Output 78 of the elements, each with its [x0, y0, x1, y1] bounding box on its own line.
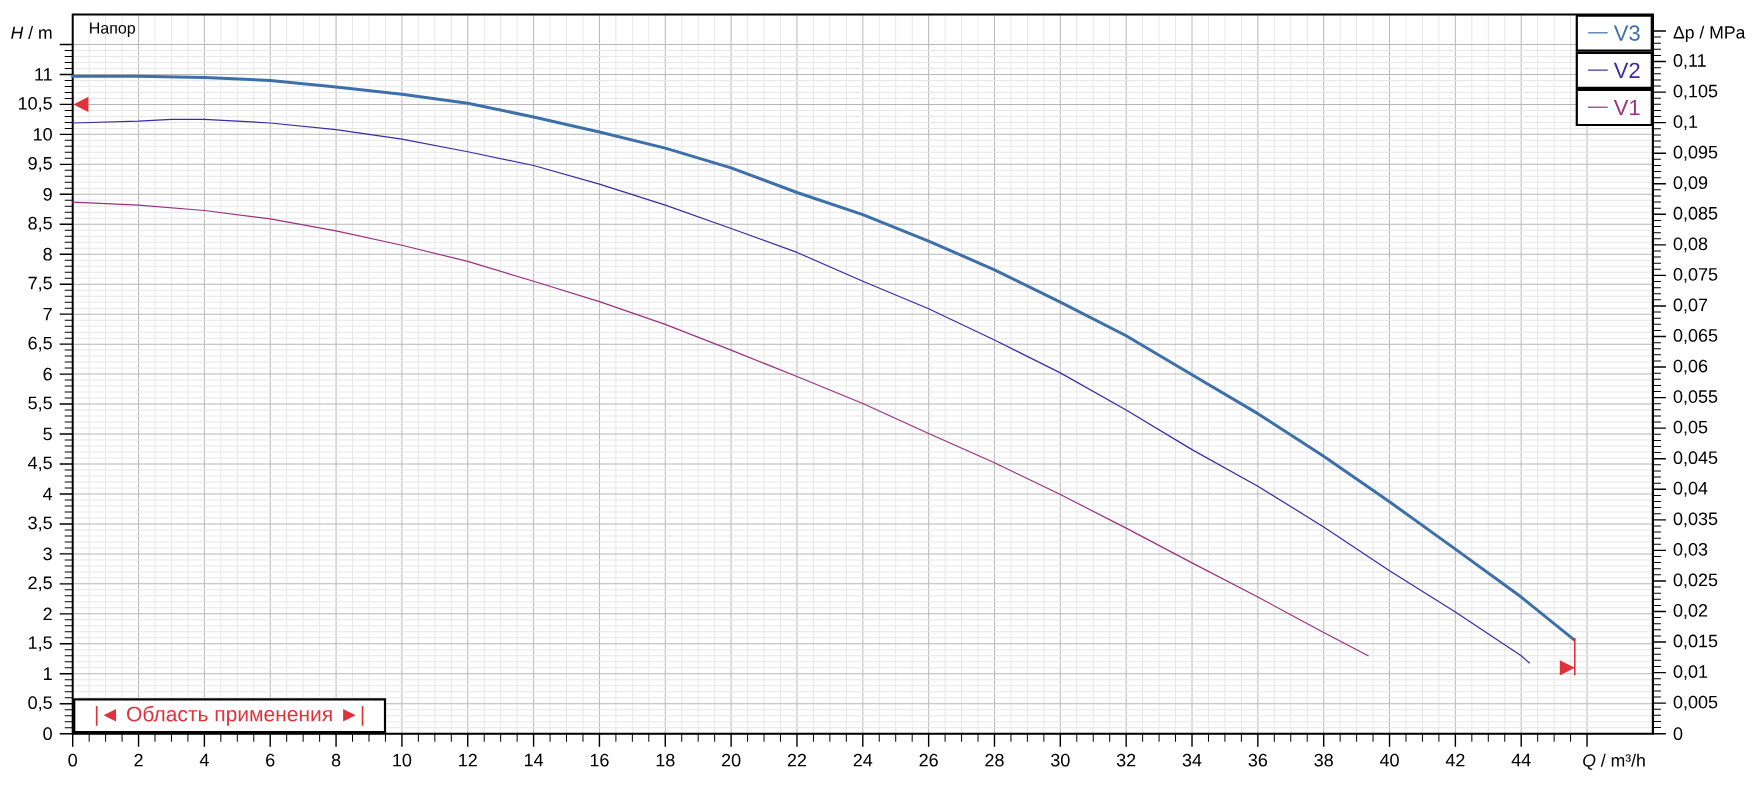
y2-axis-title: Δp / MPa [1673, 25, 1746, 43]
y2-tick-label: 0,045 [1673, 451, 1718, 467]
x-tick-label: 32 [1116, 753, 1136, 767]
y-tick-label: 5 [43, 427, 52, 441]
y-tick-label: 9,5 [28, 156, 52, 172]
x-tick-label: 24 [853, 753, 873, 767]
y2-tick-label: 0,11 [1673, 54, 1706, 69]
y-tick-label: 3 [43, 547, 52, 561]
y2-tick-label: 0,09 [1673, 176, 1708, 192]
x-tick-label: 4 [199, 753, 209, 767]
y2-tick-label: 0,015 [1673, 634, 1718, 650]
annotation: |◄ Область применения ►| [95, 705, 364, 726]
y-tick-label: 11 [35, 68, 52, 81]
y-tick-label: 2,5 [28, 576, 52, 592]
x-tick-label: 8 [331, 753, 341, 767]
y2-tick-label: 0,08 [1673, 237, 1708, 253]
y-tick-label: 8 [43, 247, 52, 261]
y-tick-label: 8,5 [28, 216, 52, 232]
x-tick-label: 20 [722, 753, 741, 767]
x-tick-label: 34 [1182, 753, 1202, 767]
legend-label: V3 [1613, 25, 1640, 41]
y-tick-label: 10,5 [18, 96, 52, 112]
y2-tick-label: 0,1 [1673, 115, 1698, 131]
y2-tick-label: 0,06 [1673, 359, 1708, 375]
y2-tick-label: 0,035 [1673, 512, 1718, 528]
x-tick-label: 40 [1379, 753, 1399, 767]
y2-tick-label: 0,105 [1673, 84, 1718, 100]
y2-tick-label: 0,07 [1673, 298, 1708, 314]
x-tick-label: 42 [1445, 753, 1465, 767]
x-tick-label: 28 [985, 753, 1004, 767]
x-tick-label: 18 [656, 753, 675, 767]
legend-label: V2 [1613, 62, 1640, 78]
y-tick-label: 6 [43, 367, 52, 381]
y-tick-label: 7 [43, 307, 52, 321]
x-tick-label: 16 [590, 753, 609, 767]
y-tick-label: 4 [43, 487, 53, 501]
y-tick-label: 4,5 [28, 456, 52, 472]
y2-tick-label: 0,01 [1673, 665, 1708, 681]
y2-tick-label: 0,04 [1673, 481, 1708, 497]
y-tick-label: 6,5 [28, 336, 52, 352]
chart-title: Напор [90, 22, 135, 37]
y2-tick-label: 0 [1673, 727, 1683, 741]
y-tick-label: 2 [43, 607, 52, 621]
y-tick-label: 0 [43, 727, 52, 741]
x-axis-title: Q / m³/h [1583, 753, 1645, 770]
x-tick-label: 44 [1511, 753, 1531, 767]
x-tick-label: 30 [1051, 753, 1070, 767]
legend-label: V1 [1613, 99, 1640, 116]
y-tick-label: 1 [44, 667, 52, 680]
x-tick-label: 0 [68, 753, 78, 767]
x-tick-label: 6 [266, 753, 275, 767]
y2-tick-label: 0,075 [1673, 267, 1718, 283]
y-tick-label: 0,5 [28, 696, 52, 712]
y2-tick-label: 0,005 [1673, 695, 1718, 711]
y-tick-label: 5,5 [28, 396, 52, 412]
y-tick-label: 1,5 [28, 636, 52, 652]
y-axis-title: H / m [11, 26, 52, 39]
y-tick-label: 3,5 [28, 516, 52, 532]
line-series [72, 201, 1369, 657]
y2-tick-label: 0,085 [1673, 206, 1718, 222]
x-tick-label: 36 [1248, 753, 1268, 767]
y-tick-label: 9 [43, 187, 52, 201]
x-tick-label: 12 [459, 753, 477, 767]
y2-tick-label: 0,055 [1673, 390, 1718, 406]
y-tick-label: 10 [34, 127, 52, 141]
y-tick-label: 7,5 [28, 276, 52, 292]
y2-tick-label: 0,02 [1673, 604, 1708, 619]
x-tick-label: 14 [524, 753, 544, 767]
x-tick-label: 10 [393, 753, 412, 767]
y2-tick-label: 0,05 [1673, 420, 1708, 436]
x-tick-label: 2 [134, 753, 143, 767]
y2-tick-label: 0,025 [1673, 573, 1718, 589]
x-tick-label: 38 [1314, 753, 1333, 767]
x-tick-label: 22 [787, 753, 807, 767]
x-tick-label: 26 [919, 753, 938, 767]
y2-tick-label: 0,03 [1673, 542, 1708, 558]
y2-tick-label: 0,065 [1673, 329, 1718, 344]
y2-tick-label: 0,095 [1673, 145, 1718, 161]
